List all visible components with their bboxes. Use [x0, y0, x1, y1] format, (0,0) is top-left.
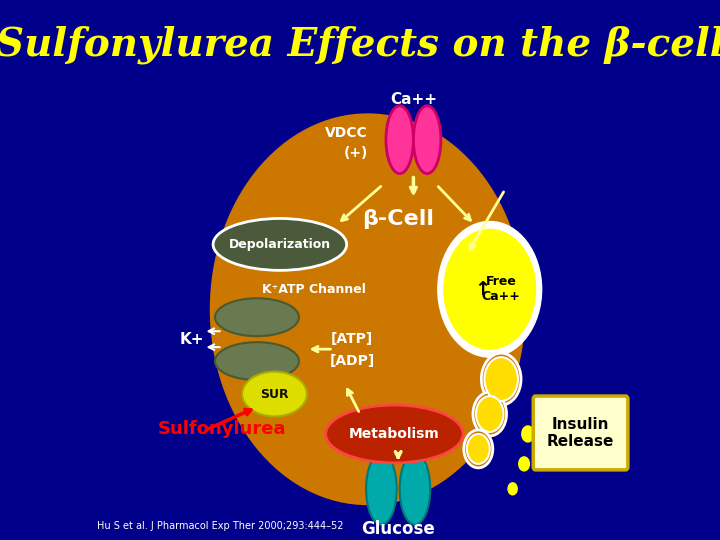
Circle shape: [464, 430, 492, 468]
Circle shape: [444, 230, 536, 349]
Ellipse shape: [215, 342, 299, 380]
Ellipse shape: [386, 106, 413, 173]
Text: Insulin
Release: Insulin Release: [547, 417, 614, 449]
Text: (+): (+): [343, 146, 368, 160]
Ellipse shape: [213, 219, 346, 271]
Text: Hu S et al. J Pharmacol Exp Ther 2000;293:444–52: Hu S et al. J Pharmacol Exp Ther 2000;29…: [96, 521, 343, 531]
Text: Sulfonylurea: Sulfonylurea: [158, 420, 287, 438]
Circle shape: [482, 353, 521, 405]
Circle shape: [467, 434, 490, 464]
Circle shape: [473, 392, 507, 436]
Ellipse shape: [325, 405, 463, 463]
Circle shape: [485, 357, 518, 401]
Text: K⁺ATP Channel: K⁺ATP Channel: [262, 283, 366, 296]
Ellipse shape: [413, 106, 441, 173]
Circle shape: [438, 221, 541, 357]
Text: Sulfonylurea Effects on the β-cell: Sulfonylurea Effects on the β-cell: [0, 25, 720, 64]
Text: Ca++: Ca++: [390, 92, 437, 107]
FancyBboxPatch shape: [534, 396, 628, 470]
Ellipse shape: [215, 298, 299, 336]
Circle shape: [508, 483, 517, 495]
Text: VDCC: VDCC: [325, 126, 368, 140]
Text: Free
Ca++: Free Ca++: [482, 275, 521, 303]
Text: K+: K+: [180, 332, 204, 347]
Text: Depolarization: Depolarization: [229, 238, 331, 251]
Circle shape: [522, 426, 534, 442]
Text: Glucose: Glucose: [361, 519, 435, 538]
Text: Metabolism: Metabolism: [349, 427, 440, 441]
Ellipse shape: [211, 114, 524, 504]
Text: ↑: ↑: [474, 280, 490, 299]
Circle shape: [518, 457, 529, 471]
Text: [ATP]: [ATP]: [331, 332, 374, 346]
Text: β-Cell: β-Cell: [362, 210, 434, 230]
Text: [ADP]: [ADP]: [330, 354, 375, 368]
Ellipse shape: [400, 453, 431, 525]
Ellipse shape: [242, 372, 307, 416]
Text: SUR: SUR: [260, 388, 289, 401]
Circle shape: [476, 396, 503, 432]
Ellipse shape: [366, 453, 397, 525]
